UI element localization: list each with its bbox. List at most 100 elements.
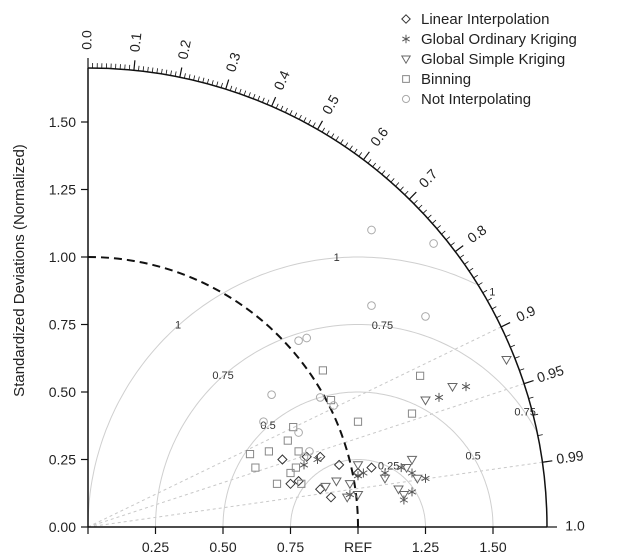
rmsd-contour: [222, 391, 494, 527]
correlation-tick-label: 0.6: [367, 124, 392, 149]
correlation-minor-tick: [183, 73, 186, 79]
data-point-triangle-down: [331, 477, 342, 487]
data-point-triangle-down: [320, 482, 331, 492]
correlation-minor-tick: [528, 396, 534, 399]
data-point-diamond: [293, 475, 304, 487]
y-tick-label: 0.50: [49, 384, 76, 400]
data-point-triangle-down: [341, 493, 353, 503]
correlation-minor-tick: [147, 66, 149, 72]
data-point-circle: [315, 393, 325, 402]
correlation-minor-tick: [165, 69, 168, 75]
data-point-square: [291, 463, 300, 472]
asterisk-stroke: [421, 475, 430, 482]
data-point-asterisk: [313, 455, 322, 464]
data-point-triangle-down: [398, 490, 410, 501]
correlation-minor-tick: [206, 78, 210, 84]
correlation-minor-tick: [229, 85, 233, 91]
data-point-circle: [367, 225, 376, 235]
x-tick-label: 0.50: [209, 539, 236, 555]
correlation-minor-tick: [188, 74, 191, 80]
rmsd-contour: [290, 459, 426, 527]
correlation-tick: [316, 120, 324, 130]
correlation-minor-tick: [367, 159, 372, 164]
correlation-minor-tick: [386, 174, 390, 179]
correlation-minor-tick: [138, 65, 140, 71]
correlation-minor-tick: [285, 107, 288, 113]
x-tick-label: 1.25: [412, 539, 439, 555]
data-point-circle: [302, 333, 312, 343]
correlation-minor-tick: [211, 80, 214, 86]
correlation-minor-tick: [234, 87, 237, 93]
correlation-minor-tick: [422, 209, 427, 214]
data-point-asterisk: [359, 468, 368, 478]
data-point-square: [272, 479, 282, 488]
rmsd-label: 0.25: [378, 461, 399, 473]
data-point-triangle-down: [447, 382, 458, 393]
data-point-diamond: [285, 478, 296, 490]
data-point-square: [416, 371, 425, 380]
data-point-triangle-down: [344, 480, 356, 490]
rmsd-label: 1: [489, 287, 495, 299]
correlation-tick: [454, 245, 464, 253]
data-point-square: [245, 450, 255, 459]
legend-label: Global Simple Kriging: [421, 51, 565, 68]
y-tick-label: 1.50: [49, 114, 76, 130]
correlation-tick-label: 0.9: [513, 302, 538, 325]
correlation-minor-tick: [197, 76, 200, 82]
correlation-minor-tick: [156, 68, 158, 74]
correlation-minor-tick: [418, 204, 423, 209]
reference-sd-arc: [87, 256, 359, 528]
x-tick-label: 0.75: [277, 539, 304, 555]
correlation-minor-tick: [404, 190, 409, 196]
rmsd-label: 0.75: [372, 320, 393, 332]
data-point-asterisk: [353, 471, 363, 481]
legend: Linear Interpolation Global Ordinary Krig…: [400, 11, 577, 108]
correlation-tick: [133, 60, 136, 71]
rmsd-label: 1: [334, 252, 340, 264]
data-point-circle: [329, 401, 339, 410]
correlation-minor-tick: [477, 282, 483, 286]
correlation-minor-tick: [321, 127, 325, 133]
asterisk-stroke: [407, 489, 417, 495]
legend-marker-diamond: [401, 14, 411, 24]
legend-marker-asterisk: [402, 34, 410, 44]
correlation-tick-label: 0.2: [174, 38, 194, 60]
data-point-square: [251, 463, 260, 472]
correlation-minor-tick: [170, 70, 172, 76]
data-point-square: [353, 417, 363, 426]
correlation-tick: [542, 460, 553, 463]
correlation-tick-label: 0.3: [222, 50, 243, 74]
correlation-minor-tick: [537, 434, 543, 437]
correlation-line: [87, 383, 525, 528]
correlation-tick-label: 0.4: [270, 68, 293, 92]
data-point-triangle-down: [352, 461, 364, 471]
axes-layer: 0.00 0.25 0.50 0.75 1.00 1.25 1.50 0.25 0.50 0.75…: [49, 30, 585, 555]
data-point-diamond: [333, 459, 345, 471]
y-tick-label: 1.25: [49, 182, 76, 198]
correlation-tick-label: 0.8: [464, 221, 489, 246]
data-point-circle: [421, 312, 430, 321]
correlation-tick-label: 1.0: [565, 518, 585, 534]
data-points-layer: [245, 225, 512, 505]
correlation-minor-tick: [326, 130, 330, 136]
data-point-circle: [367, 301, 376, 310]
correlation-tick: [225, 79, 230, 90]
correlation-minor-tick: [473, 274, 478, 279]
correlation-minor-tick: [307, 119, 312, 125]
data-point-diamond: [325, 492, 337, 503]
correlation-minor-tick: [202, 77, 205, 83]
correlation-minor-tick: [468, 267, 474, 272]
data-point-asterisk: [407, 468, 417, 478]
asterisk-stroke: [359, 470, 368, 476]
correlation-minor-tick: [266, 99, 270, 105]
data-point-triangle-down: [412, 474, 423, 484]
data-point-circle: [429, 239, 438, 248]
correlation-minor-tick: [330, 133, 335, 138]
outer-correlation-arc: [87, 67, 548, 528]
correlation-minor-tick: [519, 368, 525, 371]
correlation-minor-tick: [344, 142, 349, 147]
correlation-minor-tick: [220, 82, 223, 88]
data-point-triangle-down: [406, 455, 418, 465]
x-tick-label: REF: [344, 539, 372, 555]
correlation-minor-tick: [436, 225, 441, 229]
